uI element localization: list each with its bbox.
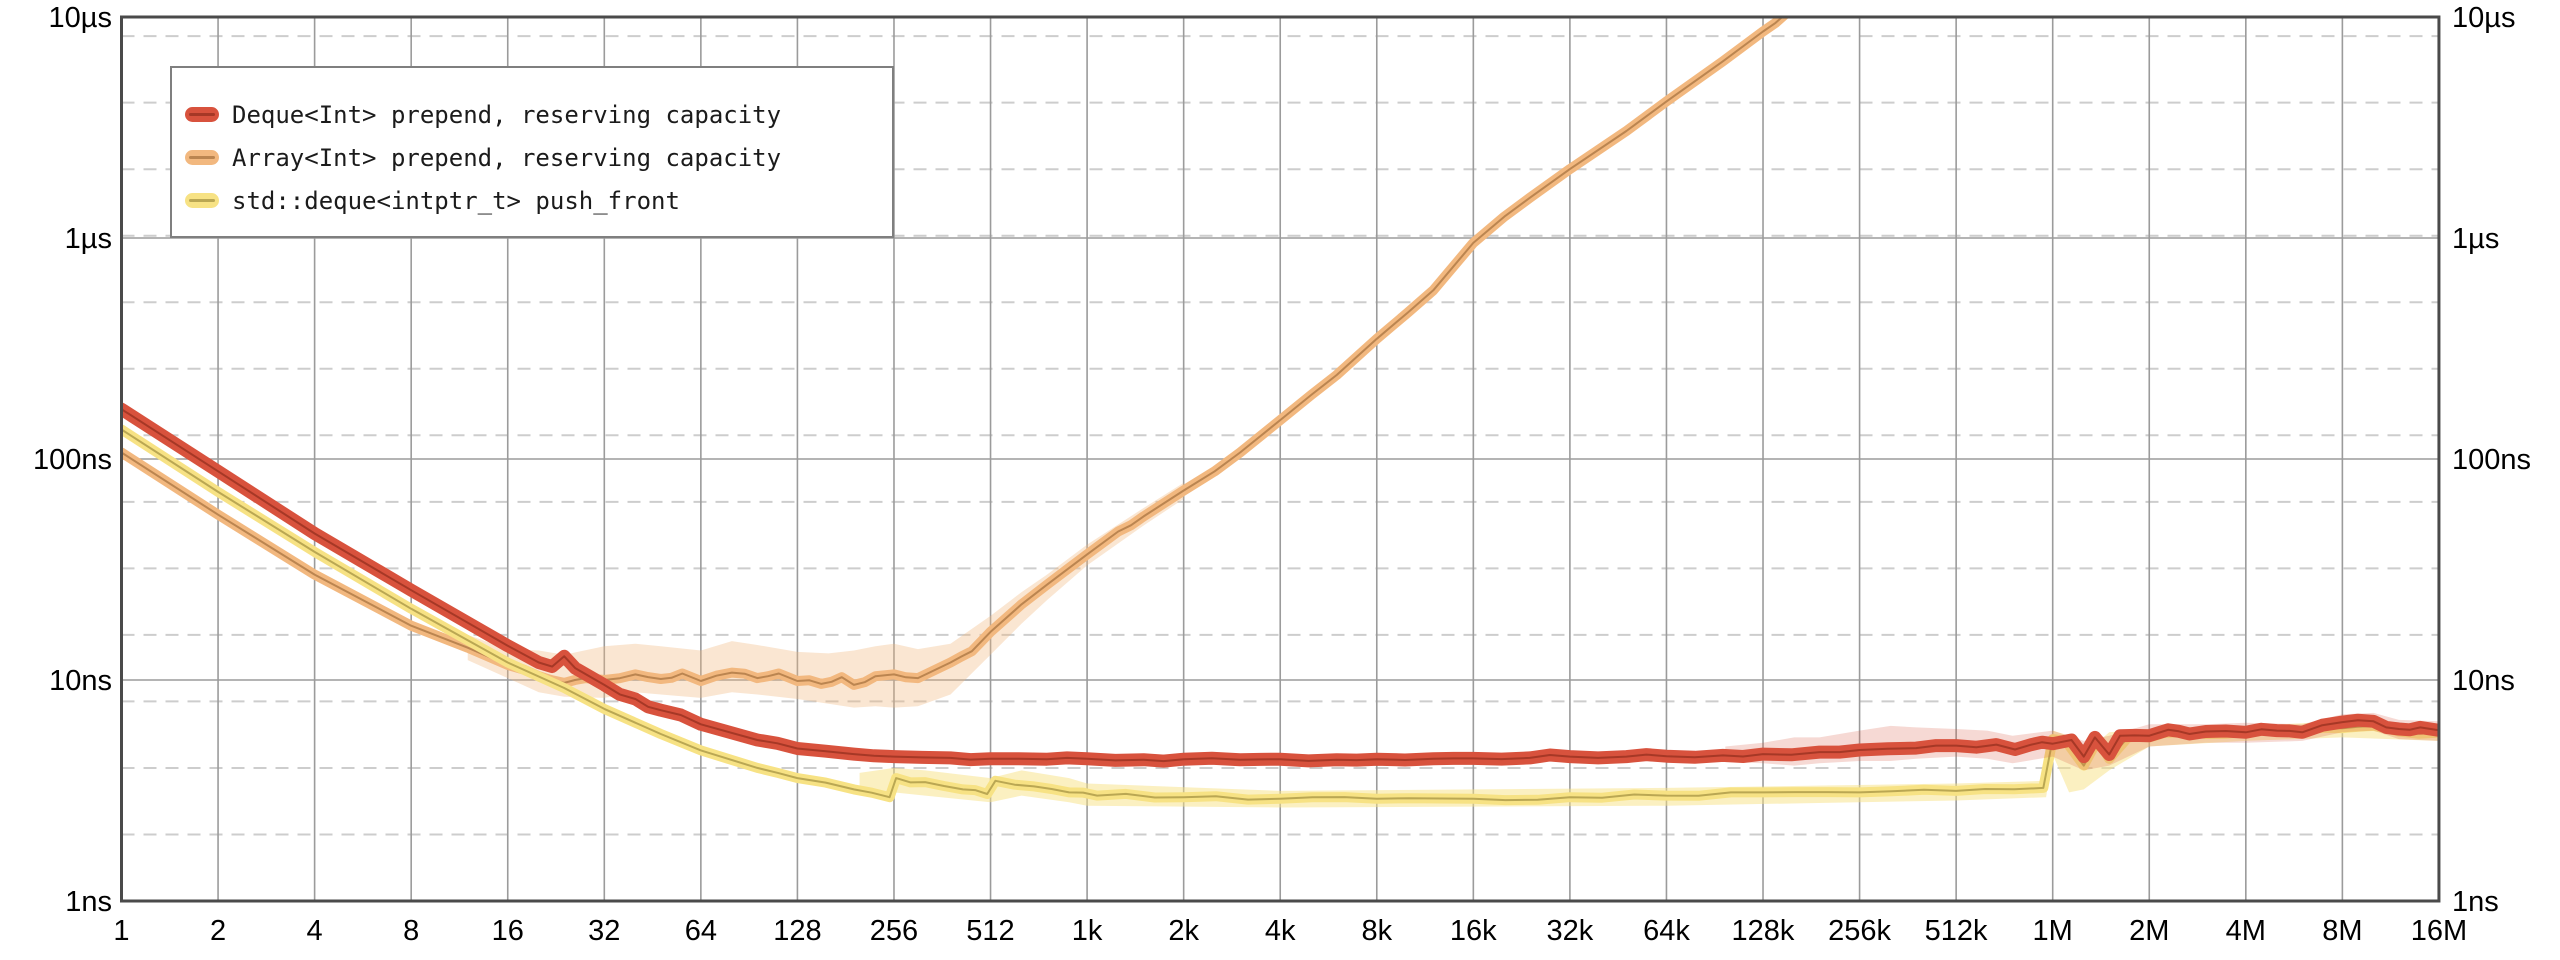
x-tick-label: 4k: [1265, 915, 1296, 947]
legend-label: Array<Int> prepend, reserving capacity: [232, 143, 782, 172]
x-tick-label: 256k: [1828, 915, 1891, 947]
legend-item: Array<Int> prepend, reserving capacity: [172, 136, 892, 179]
y-tick-label-right: 100ns: [2452, 444, 2531, 476]
x-tick-label: 32: [588, 915, 620, 947]
y-tick-label-right: 10µs: [2452, 2, 2515, 34]
x-tick-label: 64: [685, 915, 717, 947]
series-curves: [121, 16, 2439, 808]
x-tick-label: 128k: [1732, 915, 1795, 947]
x-tick-label: 1: [113, 915, 129, 947]
plot-border: [120, 15, 2441, 903]
y-tick-label-left: 10ns: [49, 665, 112, 697]
y-tick-label-right: 1µs: [2452, 223, 2499, 255]
legend-swatch-icon: [185, 193, 219, 208]
x-tick-label: 256: [870, 915, 918, 947]
legend-item: std::deque<intptr_t> push_front: [172, 179, 892, 222]
x-tick-label: 2M: [2129, 915, 2169, 947]
x-tick-label: 32k: [1547, 915, 1594, 947]
series-array-int-prepend-reserving-capacity-error-band: [467, 482, 1184, 708]
x-tick-label: 8M: [2322, 915, 2362, 947]
legend-swatch-icon: [185, 150, 219, 165]
legend-item: Deque<Int> prepend, reserving capacity: [172, 93, 892, 136]
x-tick-label: 4: [307, 915, 323, 947]
x-tick-label: 1M: [2033, 915, 2073, 947]
x-tick-label: 64k: [1643, 915, 1690, 947]
x-tick-label: 128: [773, 915, 821, 947]
legend-label: Deque<Int> prepend, reserving capacity: [232, 100, 782, 129]
series-deque-int-prepend-reserving-capacity-centerline: [121, 408, 2439, 763]
x-tick-label: 16M: [2411, 915, 2467, 947]
x-tick-label: 4M: [2226, 915, 2266, 947]
x-tick-label: 512k: [1925, 915, 1988, 947]
axis-tick-labels: 1 2 4 8 16 32 64 128 256 512 1k 2k 4k 8k 16k 32k 64k 128k…: [33, 2, 2531, 947]
x-tick-label: 8k: [1361, 915, 1392, 947]
x-tick-label: 1k: [1072, 915, 1103, 947]
legend-swatch-centerline: [189, 113, 215, 116]
x-tick-label: 16: [492, 915, 524, 947]
legend: Deque<Int> prepend, reserving capacity Ar…: [170, 66, 894, 238]
x-tick-label: 2: [210, 915, 226, 947]
x-tick-label: 16k: [1450, 915, 1497, 947]
x-tick-label: 8: [403, 915, 419, 947]
legend-swatch-icon: [185, 107, 219, 122]
legend-swatch-centerline: [189, 156, 215, 159]
x-tick-label: 2k: [1168, 915, 1199, 947]
x-tick-label: 512: [966, 915, 1014, 947]
y-tick-label-left: 100ns: [33, 444, 112, 476]
y-tick-label-left: 1ns: [65, 886, 112, 918]
legend-swatch-centerline: [189, 199, 215, 202]
y-tick-label-left: 10µs: [49, 2, 112, 34]
y-tick-label-right: 1ns: [2452, 886, 2499, 918]
legend-label: std::deque<intptr_t> push_front: [232, 186, 680, 215]
y-tick-label-left: 1µs: [65, 223, 112, 255]
series-deque-int-prepend-reserving-capacity: [121, 402, 2439, 771]
y-tick-label-right: 10ns: [2452, 665, 2515, 697]
